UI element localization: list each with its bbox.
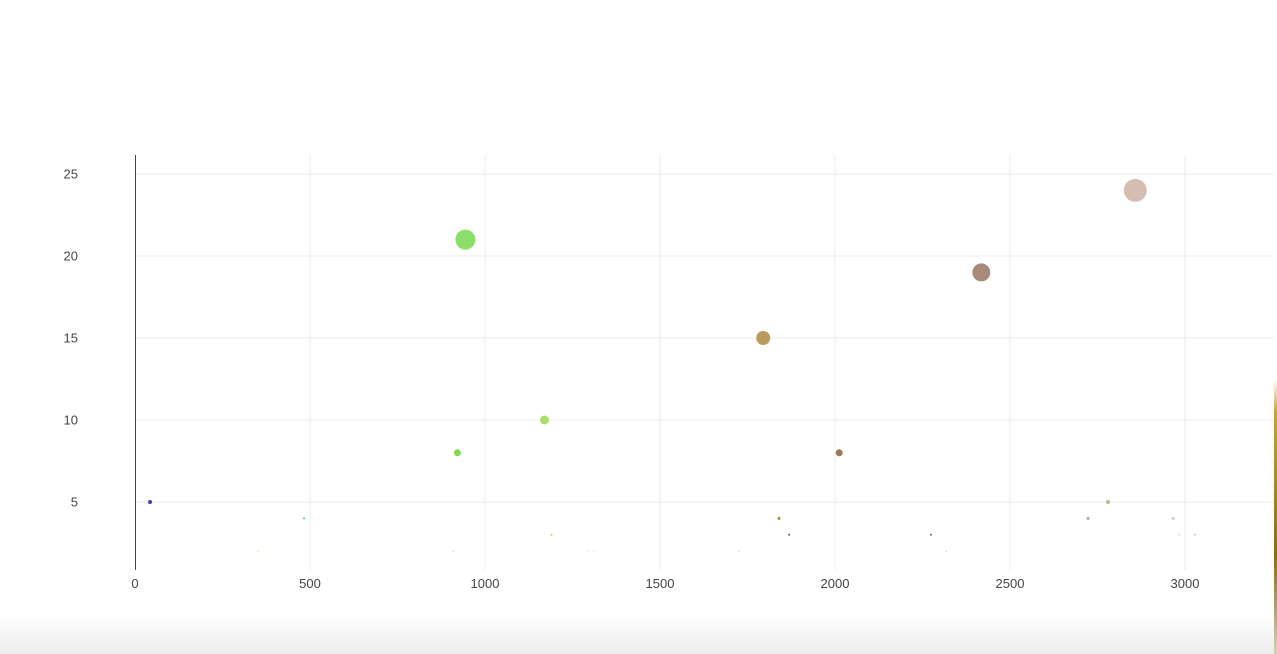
data-point[interactable] xyxy=(455,229,476,250)
x-tick-label: 2500 xyxy=(996,576,1025,591)
x-tick-label: 3000 xyxy=(1171,576,1200,591)
tick-labels: 0 500 1000 1500 2000 2500 3000 5 10 15 20 25 xyxy=(64,167,1200,592)
data-point[interactable] xyxy=(593,550,595,552)
data-point[interactable] xyxy=(453,449,461,457)
data-point[interactable] xyxy=(1106,500,1110,504)
data-point[interactable] xyxy=(452,550,454,552)
x-tick-label: 1000 xyxy=(471,576,500,591)
data-point[interactable] xyxy=(303,517,306,520)
data-point[interactable] xyxy=(1123,178,1147,202)
grid xyxy=(135,155,1275,570)
data-points xyxy=(148,178,1196,552)
x-tick-label: 1500 xyxy=(646,576,675,591)
data-point[interactable] xyxy=(929,533,932,536)
data-point[interactable] xyxy=(1178,533,1181,536)
data-point[interactable] xyxy=(1086,516,1090,520)
x-tick-label: 2000 xyxy=(821,576,850,591)
plot-background xyxy=(135,155,1275,570)
y-tick-label: 5 xyxy=(71,495,78,510)
x-tick-label: 0 xyxy=(131,576,138,591)
data-point[interactable] xyxy=(756,331,771,345)
data-point[interactable] xyxy=(1193,533,1196,536)
data-point[interactable] xyxy=(788,533,791,536)
data-point[interactable] xyxy=(777,516,781,520)
data-point[interactable] xyxy=(738,550,740,552)
y-tick-label: 25 xyxy=(64,167,78,182)
data-point[interactable] xyxy=(257,550,259,552)
data-point[interactable] xyxy=(972,263,991,282)
x-tick-label: 500 xyxy=(299,576,321,591)
y-tick-label: 20 xyxy=(64,249,78,264)
y-tick-label: 10 xyxy=(64,413,78,428)
data-point[interactable] xyxy=(945,550,947,552)
data-point[interactable] xyxy=(586,550,588,552)
window-right-edge xyxy=(1274,0,1277,654)
data-point[interactable] xyxy=(1171,516,1175,520)
y-tick-label: 15 xyxy=(64,331,78,346)
data-point[interactable] xyxy=(550,533,553,536)
window-bottom-edge xyxy=(0,612,1277,654)
data-point[interactable] xyxy=(148,500,153,504)
data-point[interactable] xyxy=(540,415,549,425)
data-point[interactable] xyxy=(835,449,843,457)
